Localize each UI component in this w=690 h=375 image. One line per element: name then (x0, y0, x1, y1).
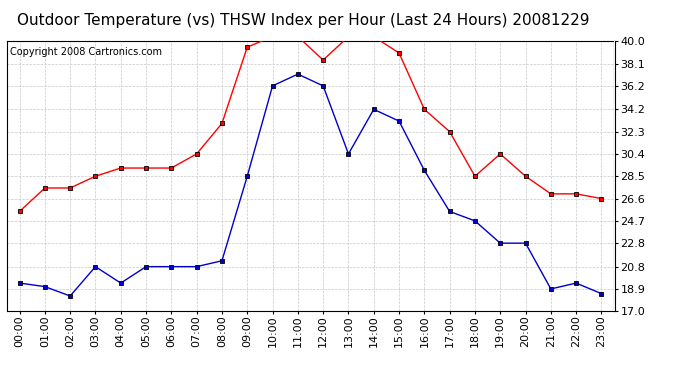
Text: Copyright 2008 Cartronics.com: Copyright 2008 Cartronics.com (10, 46, 162, 57)
Text: Outdoor Temperature (vs) THSW Index per Hour (Last 24 Hours) 20081229: Outdoor Temperature (vs) THSW Index per … (17, 13, 590, 28)
